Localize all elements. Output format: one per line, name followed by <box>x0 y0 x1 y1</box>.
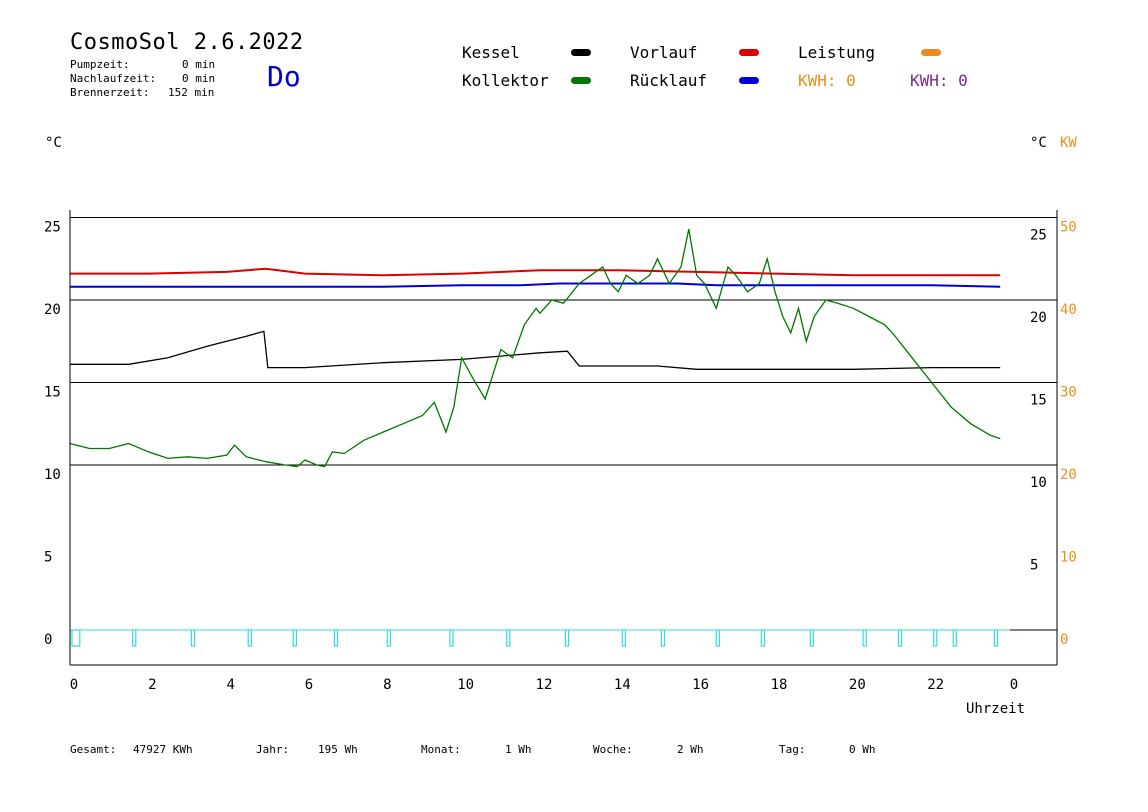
pump-pulse-15 <box>862 629 867 647</box>
grid-lines <box>70 217 1057 631</box>
y-left-tick-label-4: 20 <box>44 302 61 318</box>
y-right-tick-label-4: 25 <box>1030 228 1047 244</box>
pumpzeit-value: 0 min <box>182 58 216 71</box>
footer-tag-value: 0 Wh <box>849 743 876 756</box>
x-tick-label-3: 6 <box>305 677 313 693</box>
pump-pulse-14 <box>809 629 814 647</box>
pump-pulse-9 <box>564 629 570 647</box>
series-lines <box>69 228 1001 468</box>
pump-pulse-18 <box>952 629 957 647</box>
legend-kwh-purple: KWH: 0 <box>910 71 968 90</box>
pump-pulse-5 <box>333 629 339 647</box>
pump-pulse-13 <box>760 629 766 647</box>
y2-tick-label-1: 10 <box>1060 550 1077 566</box>
y-right-tick-label-1: 10 <box>1030 475 1047 491</box>
right-axis-unit-kw: KW <box>1060 135 1077 151</box>
pump-pulse-0 <box>71 629 81 647</box>
legend-kessel-label: Kessel <box>462 43 520 62</box>
legend-leistung-swatch <box>921 49 941 56</box>
y-left-tick-label-5: 25 <box>44 220 61 236</box>
legend-kessel-swatch <box>571 49 591 56</box>
legend-vorlauf-swatch <box>739 49 759 56</box>
weekday-label: Do <box>267 60 301 93</box>
x-tick-label-12: 0 <box>1010 677 1018 693</box>
brennerzeit-label: Brennerzeit: <box>70 86 150 99</box>
x-tick-label-8: 16 <box>692 677 709 693</box>
left-axis-unit: °C <box>45 135 62 151</box>
footer-jahr-label: Jahr: <box>256 743 290 756</box>
pump-pulse-3 <box>247 629 252 647</box>
footer-gesamt-value: 47927 KWh <box>133 743 193 756</box>
series-line-ruecklauf <box>70 282 1001 288</box>
tick-labels: 0 2 4 6 8 10 12 14 16 18 20 22 0 0 5 10 15 20 25 5 10 15 20 25 0… <box>44 220 1077 694</box>
nachlaufzeit-label: Nachlaufzeit: <box>70 72 157 85</box>
y2-tick-label-4: 40 <box>1060 302 1077 318</box>
x-tick-label-5: 10 <box>457 677 474 693</box>
footer-monat-value: 1 Wh <box>505 743 532 756</box>
x-tick-label-10: 20 <box>849 677 866 693</box>
pump-pulse-2 <box>190 629 196 647</box>
legend-kwh-orange: KWH: 0 <box>798 71 856 90</box>
x-tick-label-9: 18 <box>771 677 788 693</box>
footer-monat-label: Monat: <box>421 743 461 756</box>
footer-gesamt-label: Gesamt: <box>70 743 117 756</box>
x-axis-label: Uhrzeit <box>966 701 1026 717</box>
legend-ruecklauf-swatch <box>739 77 759 84</box>
pump-pulse-10 <box>621 629 626 647</box>
pump-pulse-11 <box>660 629 666 647</box>
series-line-kessel <box>70 330 1001 370</box>
pump-pulse-12 <box>715 629 720 647</box>
x-tick-label-11: 22 <box>927 677 944 693</box>
pumpzeit-label: Pumpzeit: <box>70 58 130 71</box>
legend-kollektor-label: Kollektor <box>462 71 549 90</box>
footer-tag-label: Tag: <box>779 743 806 756</box>
legend-vorlauf-label: Vorlauf <box>630 43 698 62</box>
footer-jahr-value: 195 Wh <box>318 743 358 756</box>
x-tick-label-7: 14 <box>614 677 631 693</box>
series-line-kollektor <box>69 228 1001 468</box>
pump-pulse-4 <box>292 629 297 647</box>
axes-frame <box>69 210 1058 666</box>
pump-indicators <box>70 629 1010 647</box>
y-left-tick-label-1: 5 <box>44 550 52 566</box>
pump-pulse-1 <box>132 629 137 647</box>
x-tick-label-6: 12 <box>536 677 553 693</box>
y-left-tick-label-3: 15 <box>44 385 61 401</box>
y2-tick-label-0: 0 <box>1060 632 1068 648</box>
pump-pulse-19 <box>993 629 999 647</box>
y-right-tick-label-2: 15 <box>1030 393 1047 409</box>
y2-tick-label-5: 50 <box>1060 220 1077 236</box>
legend-kollektor-swatch <box>571 77 591 84</box>
y-right-tick-label-0: 5 <box>1030 558 1038 574</box>
y-left-tick-label-2: 10 <box>44 467 61 483</box>
x-tick-label-2: 4 <box>226 677 234 693</box>
pump-pulse-16 <box>897 629 903 647</box>
y-right-tick-label-3: 20 <box>1030 310 1047 326</box>
footer-woche-label: Woche: <box>593 743 633 756</box>
x-tick-label-4: 8 <box>383 677 391 693</box>
pump-pulse-7 <box>449 629 454 647</box>
right-axis-unit: °C <box>1030 135 1047 151</box>
pump-pulse-8 <box>506 629 511 647</box>
y2-tick-label-2: 20 <box>1060 467 1077 483</box>
series-line-vorlauf <box>70 267 1001 277</box>
footer-woche-value: 2 Wh <box>677 743 704 756</box>
nachlaufzeit-value: 0 min <box>182 72 216 85</box>
x-tick-label-1: 2 <box>148 677 156 693</box>
brennerzeit-value: 152 min <box>168 86 215 99</box>
legend-ruecklauf-label: Rücklauf <box>630 71 708 90</box>
pump-pulse-17 <box>933 629 938 647</box>
y-left-tick-label-0: 0 <box>44 632 52 648</box>
pump-pulse-6 <box>386 629 391 647</box>
legend-leistung-label: Leistung <box>798 43 876 62</box>
y2-tick-label-3: 30 <box>1060 385 1077 401</box>
chart-title: CosmoSol 2.6.2022 <box>70 30 304 55</box>
x-tick-label-0: 0 <box>70 677 78 693</box>
